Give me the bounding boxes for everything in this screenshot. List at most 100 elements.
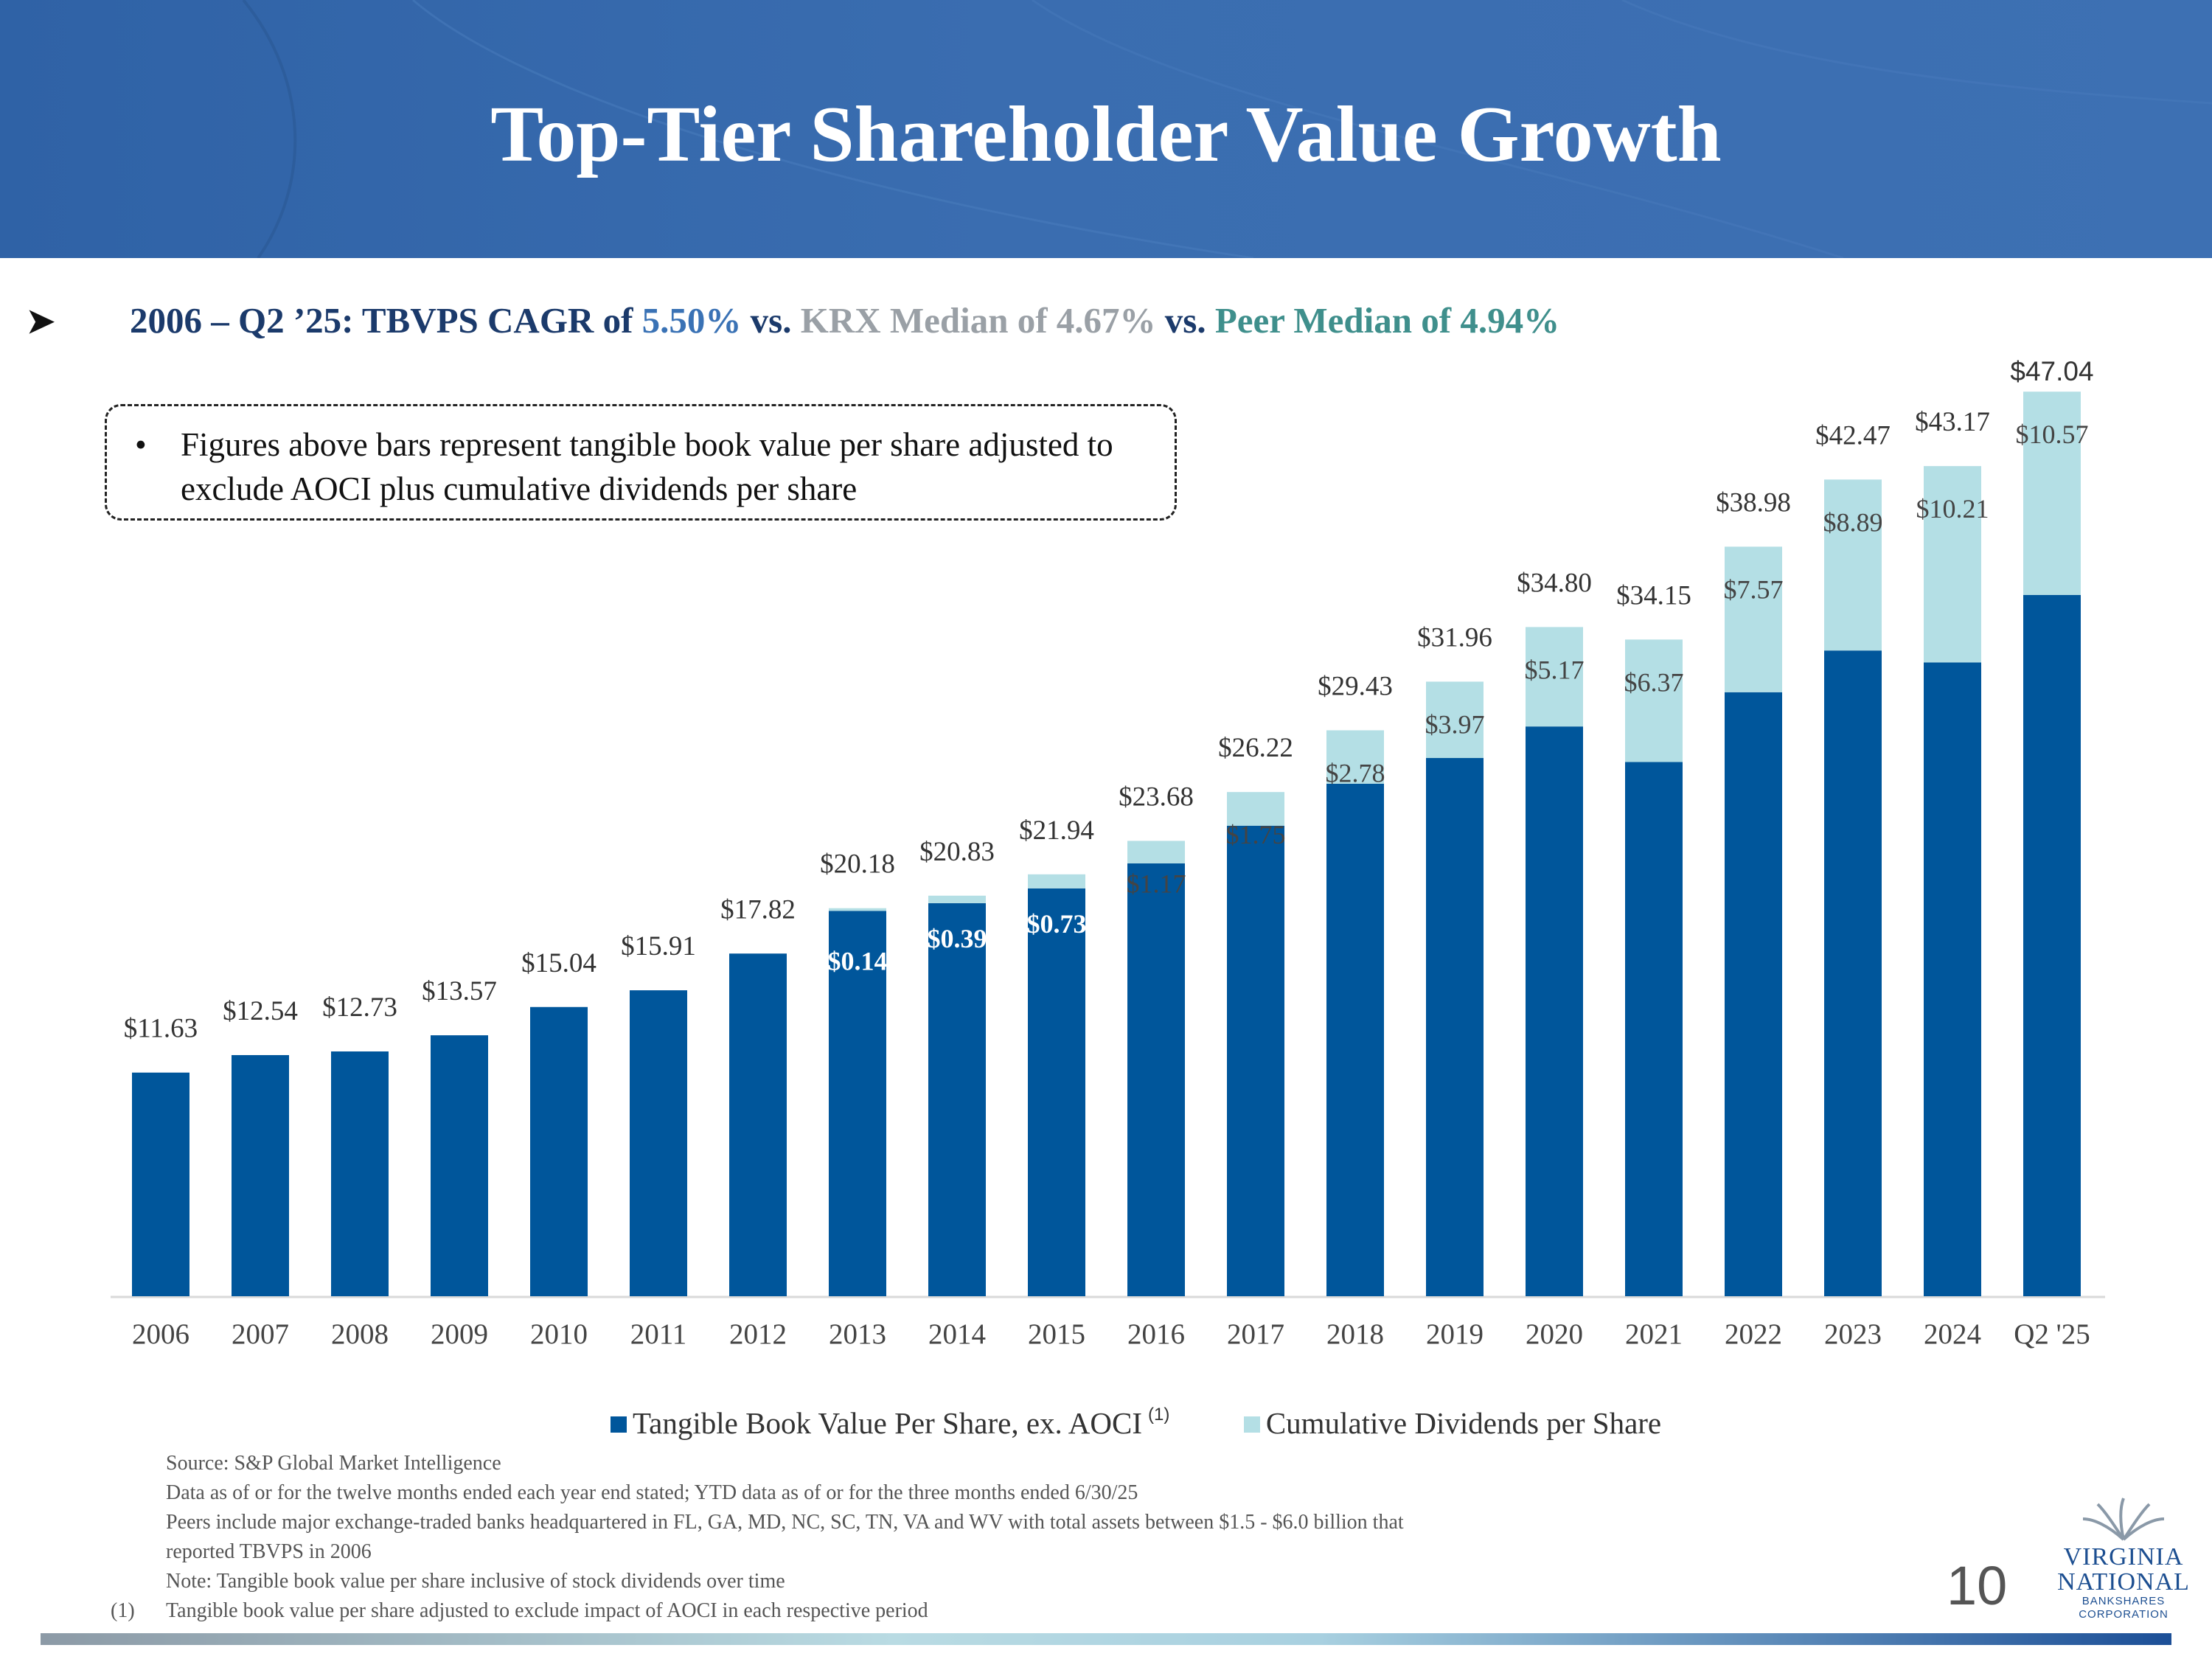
total-data-label: $34.80 [1517,568,1592,598]
dividend-data-label: $1.75 [1226,820,1286,849]
total-data-label: $20.18 [820,849,895,880]
bar-tbvps [1326,783,1384,1296]
total-data-label: $42.47 [1815,420,1891,451]
x-tick-label: 2012 [729,1318,787,1350]
footnote-number: (1) [111,1599,135,1622]
note-box: • Figures above bars represent tangible … [105,404,1177,521]
total-data-label: $17.82 [720,894,796,925]
x-tick-label: 2015 [1028,1318,1085,1350]
footnote-line: Source: S&P Global Market Intelligence [166,1452,501,1475]
bar-tbvps [1625,762,1683,1296]
bar-tbvps [630,990,687,1296]
bar-tbvps [829,911,886,1296]
x-tick-label: 2013 [829,1318,886,1350]
x-tick-label: 2007 [232,1318,289,1350]
x-tick-label: 2023 [1824,1318,1882,1350]
bar-dividends [928,895,986,903]
dividend-data-label: $10.21 [1916,494,1989,524]
dividend-data-label: $2.78 [1326,758,1385,787]
logo-line4: CORPORATION [2079,1608,2168,1621]
total-data-label: $31.96 [1417,622,1492,653]
bar-tbvps [928,902,986,1296]
total-data-label: $15.91 [621,931,696,961]
x-tick-label: 2008 [331,1318,389,1350]
footnote-line: Peers include major exchange-traded bank… [166,1511,1404,1534]
legend-label-tbvps: Tangible Book Value Per Share, ex. AOCI [633,1406,1142,1440]
total-data-label: $12.73 [322,992,397,1023]
bar-dividends [1326,730,1384,784]
dividend-data-label: $0.39 [928,924,987,953]
dividend-data-label: $10.57 [2016,420,2089,449]
note-text: Figures above bars represent tangible bo… [181,426,1113,507]
company-logo: VIRGINIA NATIONAL BANKSHARES CORPORATION [2057,1497,2190,1630]
total-data-label: $21.94 [1019,815,1094,846]
bar-tbvps [1824,650,1882,1296]
bar-tbvps [530,1006,588,1296]
x-tick-label: 2014 [928,1318,986,1350]
dividend-data-label: $8.89 [1823,507,1883,537]
logo-line2: NATIONAL [2057,1568,2190,1596]
bar-tbvps [1924,662,1981,1296]
logo-line1: VIRGINIA [2063,1543,2184,1571]
x-tick-label: 2009 [431,1318,488,1350]
page-number: 10 [1947,1555,2008,1616]
x-tick-label: Q2 '25 [2014,1318,2090,1350]
peer-median: Peer Median of 4.94% [1214,300,1560,341]
legend-swatch-dividends [1243,1416,1260,1433]
x-tick-label: 2021 [1625,1318,1683,1350]
bar-dividends [1625,639,1683,762]
bar-tbvps [1526,726,1583,1296]
logo-leaf-icon [2082,1498,2165,1541]
bar-chart: 2006 $11.63 2007 $12.54 2008 $12.73 2009 $13.57… [111,356,2105,1350]
bar-dividends [2023,392,2081,595]
x-tick-label: 2010 [530,1318,588,1350]
bar-tbvps [2023,594,2081,1296]
total-data-label: $23.68 [1119,782,1194,812]
total-data-label: $13.57 [422,976,497,1006]
total-data-label: $34.15 [1616,580,1691,611]
bar-dividends [1127,841,1185,863]
bar-tbvps [1725,692,1782,1296]
legend-footnote-ref: (1) [1147,1405,1170,1425]
subheading-part1: 2006 – Q2 ’25: TBVPS CAGR of [130,300,642,341]
subheading-vs2: vs. [1155,300,1215,341]
dividend-data-label: $3.97 [1425,709,1485,739]
dividend-data-label: $0.14 [828,946,888,975]
x-tick-label: 2019 [1426,1318,1484,1350]
total-data-label: $12.54 [223,996,298,1026]
dividend-data-label: $6.37 [1624,667,1684,697]
total-data-label: $43.17 [1915,407,1990,437]
page-title: Top-Tier Shareholder Value Growth [490,91,1722,178]
bar-tbvps [1028,888,1085,1296]
total-data-label: $15.04 [521,948,597,978]
subheading-vs1: vs. [741,300,801,341]
legend-swatch-tbvps [611,1416,627,1433]
total-data-label: $47.04 [2010,356,2093,386]
x-tick-label: 2024 [1924,1318,1981,1350]
logo-line3: BANKSHARES [2081,1595,2166,1607]
bottom-accent-bar [41,1633,2171,1645]
x-tick-label: 2020 [1526,1318,1583,1350]
dividend-data-label: $0.73 [1027,909,1087,939]
footnote-line: Tangible book value per share adjusted t… [166,1599,928,1622]
header-decoration [242,0,2212,258]
bar-tbvps [132,1072,189,1296]
total-data-label: $26.22 [1218,733,1293,763]
note-bullet: • [135,426,147,463]
bar-tbvps [729,953,787,1296]
footnotes: Source: S&P Global Market Intelligence D… [166,1449,1641,1626]
bar-tbvps [331,1051,389,1296]
total-data-label: $20.83 [919,837,995,867]
dividend-data-label: $5.17 [1525,655,1585,684]
krx-median: KRX Median of 4.67% [800,300,1156,341]
total-data-label: $38.98 [1716,487,1791,518]
cagr-value: 5.50% [641,300,742,341]
x-tick-label: 2016 [1127,1318,1185,1350]
total-data-label: $29.43 [1318,671,1393,701]
bar-tbvps [1227,825,1284,1296]
bar-tbvps [1127,863,1185,1296]
cagr-subheading: ➤ 2006 – Q2 ’25: TBVPS CAGR of 5.50% vs. … [27,295,1559,347]
bar-tbvps [232,1054,289,1296]
bar-dividends [1924,466,1981,663]
dividend-data-label: $1.17 [1127,869,1186,898]
